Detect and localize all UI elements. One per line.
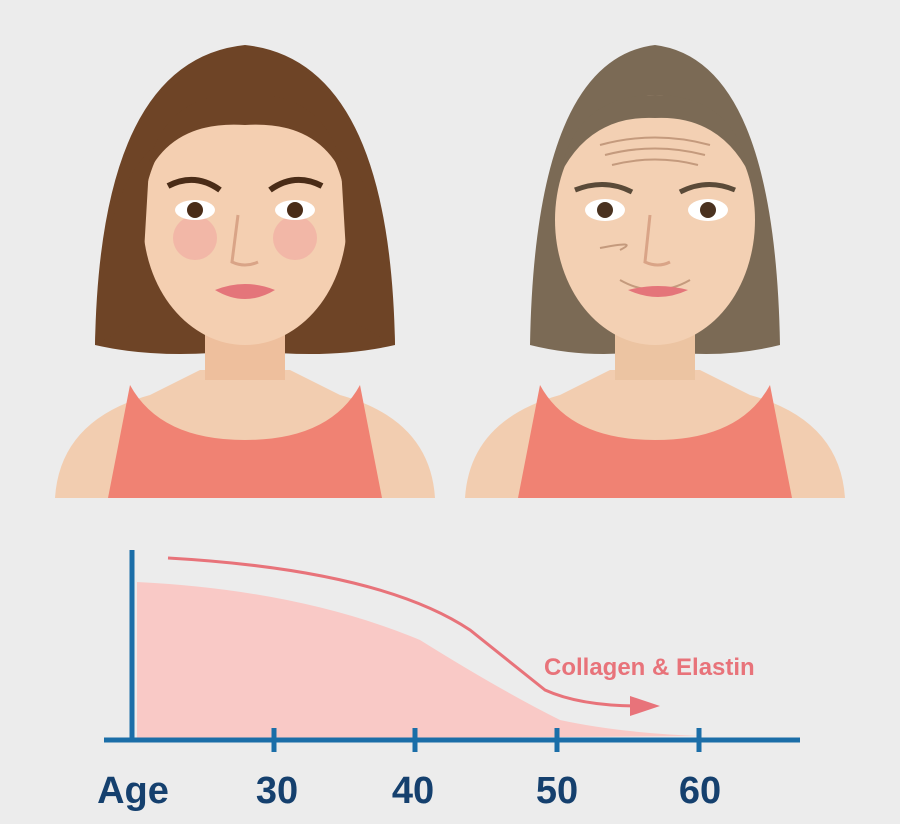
collagen-area bbox=[137, 582, 700, 740]
tick-label: 30 bbox=[256, 770, 298, 812]
arrow-head bbox=[630, 696, 660, 716]
tick-label: 50 bbox=[536, 770, 578, 812]
young-face-illustration bbox=[55, 45, 435, 498]
axis-label: Age bbox=[97, 770, 169, 812]
collagen-graph: Collagen & Elastin Age 30 40 50 60 bbox=[97, 550, 800, 812]
older-face-illustration bbox=[465, 45, 845, 498]
tick-marks bbox=[271, 728, 702, 752]
curve-label: Collagen & Elastin bbox=[544, 654, 755, 681]
tick-label: 60 bbox=[679, 770, 721, 812]
tick-label: 40 bbox=[392, 770, 434, 812]
trend-arrow bbox=[167, 556, 641, 708]
